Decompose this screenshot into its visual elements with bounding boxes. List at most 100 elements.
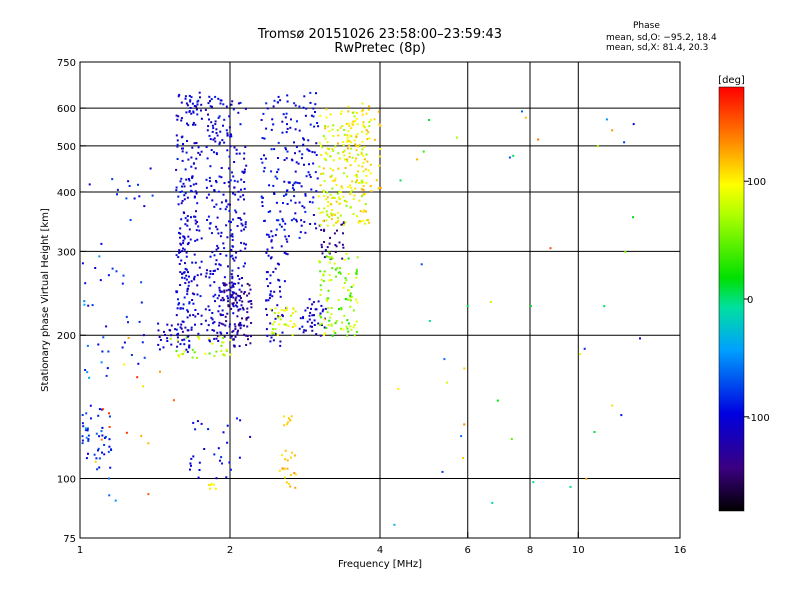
- o-mode-echo-point: [211, 251, 214, 254]
- o-mode-echo-point: [116, 193, 118, 196]
- o-mode-echo-point: [323, 228, 326, 231]
- o-mode-echo-point: [211, 130, 214, 133]
- o-mode-echo-point: [180, 218, 183, 221]
- o-mode-echo-point: [209, 284, 212, 287]
- x-mode-echo-point: [336, 221, 339, 223]
- o-mode-echo-point: [85, 436, 88, 439]
- x-mode-echo-point: [343, 223, 345, 226]
- x-mode-echo-point: [463, 367, 466, 370]
- x-mode-echo-point: [532, 481, 535, 484]
- o-mode-echo-point: [279, 340, 282, 343]
- x-mode-echo-point: [269, 308, 272, 311]
- o-mode-echo-point: [214, 300, 216, 303]
- o-mode-echo-point: [275, 201, 278, 204]
- o-mode-echo-point: [111, 178, 114, 181]
- o-mode-echo-point: [232, 282, 235, 285]
- x-mode-echo-point: [355, 268, 358, 271]
- o-mode-echo-point: [190, 189, 193, 192]
- x-mode-echo-point: [340, 327, 342, 330]
- o-mode-echo-point: [184, 217, 187, 220]
- x-mode-echo-point: [208, 484, 211, 486]
- x-mode-echo-point: [338, 196, 341, 199]
- x-mode-echo-point: [355, 298, 358, 301]
- x-mode-echo-point: [330, 306, 333, 309]
- o-mode-echo-point: [175, 291, 178, 294]
- o-mode-echo-point: [189, 238, 192, 241]
- o-mode-echo-point: [230, 133, 232, 136]
- x-mode-echo-point: [284, 323, 287, 326]
- x-mode-echo-point: [332, 149, 335, 152]
- o-mode-echo-point: [220, 176, 223, 179]
- o-mode-echo-point: [249, 288, 252, 291]
- o-mode-echo-point: [268, 297, 271, 300]
- o-mode-echo-point: [218, 115, 221, 118]
- o-mode-echo-point: [316, 122, 319, 124]
- o-mode-echo-point: [230, 103, 233, 106]
- o-mode-echo-point: [192, 302, 195, 305]
- x-mode-echo-point: [326, 300, 329, 302]
- x-mode-echo-point: [354, 120, 357, 122]
- x-mode-echo-point: [346, 327, 349, 330]
- x-mode-echo-point: [360, 179, 363, 182]
- o-mode-echo-point: [187, 241, 190, 244]
- x-mode-echo-point: [289, 474, 292, 476]
- x-mode-echo-point: [327, 289, 330, 292]
- o-mode-echo-point: [274, 332, 277, 335]
- o-mode-echo-point: [294, 170, 297, 173]
- o-mode-echo-point: [158, 336, 161, 338]
- o-mode-echo-point: [293, 182, 296, 185]
- o-mode-echo-point: [309, 325, 312, 328]
- o-mode-echo-point: [159, 339, 162, 341]
- o-mode-echo-point: [320, 229, 323, 231]
- o-mode-echo-point: [270, 240, 273, 243]
- x-mode-echo-point: [639, 337, 641, 340]
- o-mode-echo-point: [194, 323, 196, 326]
- x-mode-echo-point: [349, 206, 352, 209]
- x-mode-echo-point: [326, 214, 329, 217]
- phase-stats-o-mode: mean, sd,O: −95.2, 18.4: [606, 33, 717, 43]
- o-mode-echo-point: [229, 323, 231, 326]
- o-mode-echo-point: [286, 100, 289, 103]
- x-mode-echo-point: [352, 309, 355, 312]
- x-mode-echo-point: [321, 211, 324, 214]
- x-mode-echo-point: [320, 288, 323, 291]
- o-mode-echo-point: [225, 205, 228, 208]
- o-mode-echo-point: [244, 221, 247, 224]
- o-mode-echo-point: [267, 299, 270, 302]
- x-mode-echo-point: [325, 116, 328, 119]
- o-mode-echo-point: [205, 272, 208, 275]
- x-mode-echo-point: [289, 485, 292, 488]
- x-tick-label: 1: [77, 545, 83, 556]
- x-mode-echo-point: [353, 334, 356, 337]
- o-mode-echo-point: [179, 251, 182, 253]
- x-mode-echo-point: [351, 189, 354, 192]
- o-mode-echo-point: [238, 323, 241, 326]
- x-mode-echo-point: [178, 355, 181, 358]
- o-mode-echo-point: [271, 118, 274, 121]
- x-mode-echo-point: [357, 145, 360, 148]
- o-mode-echo-point: [181, 330, 184, 333]
- o-mode-echo-point: [240, 304, 243, 307]
- o-mode-echo-point: [219, 290, 222, 293]
- o-mode-echo-point: [265, 299, 268, 302]
- x-mode-echo-point: [350, 186, 353, 189]
- x-mode-echo-point: [360, 195, 363, 198]
- x-mode-echo-point: [327, 201, 330, 203]
- o-mode-echo-point: [216, 216, 219, 219]
- o-mode-echo-point: [186, 196, 189, 199]
- o-mode-echo-point: [157, 322, 160, 325]
- o-mode-echo-point: [178, 93, 181, 96]
- x-mode-echo-point: [364, 193, 367, 196]
- x-mode-echo-point: [358, 182, 361, 184]
- x-mode-echo-point: [611, 404, 614, 407]
- x-mode-echo-point: [363, 222, 366, 225]
- x-mode-echo-point: [352, 197, 355, 200]
- o-mode-echo-point: [248, 292, 251, 295]
- o-mode-echo-point: [286, 240, 289, 243]
- x-mode-echo-point: [341, 125, 344, 128]
- o-mode-echo-point: [276, 304, 279, 307]
- x-mode-echo-point: [332, 196, 335, 199]
- x-mode-echo-point: [347, 105, 350, 108]
- o-mode-echo-point: [235, 251, 238, 254]
- o-mode-echo-point: [231, 233, 234, 236]
